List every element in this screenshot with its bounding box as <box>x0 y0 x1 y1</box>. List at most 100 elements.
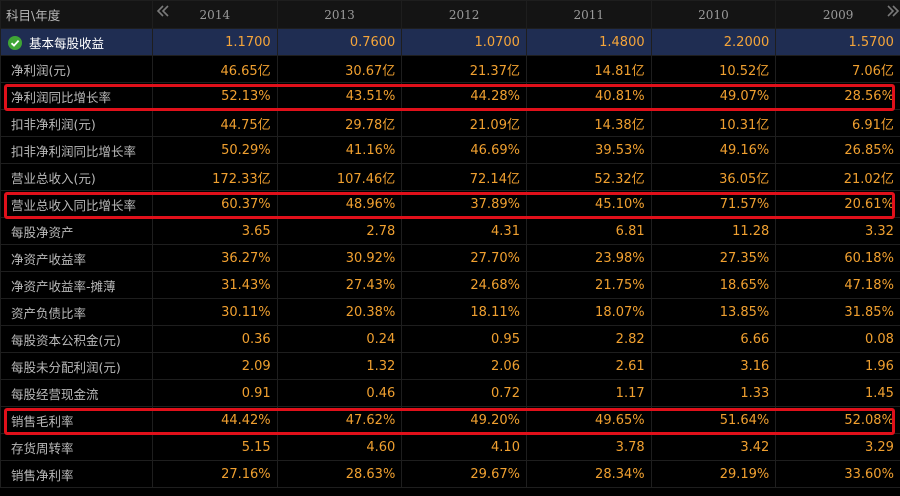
table-row[interactable]: 每股净资产 3.65 2.78 4.31 6.81 11.28 3.32 <box>0 217 900 245</box>
table-row[interactable]: 每股未分配利润(元) 2.09 1.32 2.06 2.61 3.16 1.96 <box>0 352 900 380</box>
cell-value-2014: 31.43% <box>152 271 278 299</box>
row-label[interactable]: 销售毛利率 <box>0 406 153 434</box>
cell-value-2009: 60.18% <box>775 244 900 272</box>
cell-value-2012: 1.0700 <box>401 28 527 56</box>
cell-value-2011: 2.61 <box>525 352 652 380</box>
cell-value-2014: 30.11% <box>152 298 278 326</box>
row-label[interactable]: 每股未分配利润(元) <box>0 352 153 380</box>
cell-value-2010: 13.85% <box>650 298 777 326</box>
cell-value-2014: 5.15 <box>152 433 278 461</box>
row-label[interactable]: 净利润(元) <box>0 55 153 83</box>
cell-value-2010: 1.33 <box>650 379 777 407</box>
row-label[interactable]: 每股经营现金流 <box>0 379 153 407</box>
cell-value-2012: 4.31 <box>401 217 527 245</box>
row-label-text: 扣非净利润同比增长率 <box>11 143 137 159</box>
cell-value-2013: 4.60 <box>276 433 403 461</box>
cell-value-2012: 49.20% <box>401 406 527 434</box>
cell-value-2010: 10.31亿 <box>650 109 777 137</box>
row-label[interactable]: 营业总收入(元) <box>0 163 153 191</box>
row-label[interactable]: 营业总收入同比增长率 <box>0 190 153 218</box>
corner-label: 科目\年度 <box>0 0 153 29</box>
table-row[interactable]: 每股资本公积金(元) 0.36 0.24 0.95 2.82 6.66 0.08 <box>0 325 900 353</box>
cell-value-2013: 30.92% <box>276 244 403 272</box>
row-label[interactable]: 销售净利率 <box>0 460 153 488</box>
year-header-2012[interactable]: 2012 <box>401 0 527 29</box>
cell-value-2011: 6.81 <box>525 217 652 245</box>
row-label-text: 每股未分配利润(元) <box>11 359 121 375</box>
table-row[interactable]: 营业总收入(元) 172.33亿 107.46亿 72.14亿 52.32亿 36.05亿… <box>0 163 900 191</box>
cell-value-2011: 21.75% <box>525 271 652 299</box>
table-row[interactable]: 扣非净利润(元) 44.75亿 29.78亿 21.09亿 14.38亿 10.31亿 6.… <box>0 109 900 137</box>
cell-value-2009: 0.08 <box>775 325 900 353</box>
row-label[interactable]: 每股资本公积金(元) <box>0 325 153 353</box>
row-label[interactable]: 净资产收益率-摊薄 <box>0 271 153 299</box>
cell-value-2012: 29.67% <box>401 460 527 488</box>
row-label-text: 营业总收入同比增长率 <box>11 197 137 213</box>
row-label[interactable]: 基本每股收益 <box>0 28 153 56</box>
table-row[interactable]: 营业总收入同比增长率 60.37% 48.96% 37.89% 45.10% 71.57%… <box>0 190 900 218</box>
cell-value-2009: 7.06亿 <box>775 55 900 83</box>
row-label-text: 营业总收入(元) <box>11 170 96 186</box>
cell-value-2011: 40.81% <box>525 82 652 110</box>
cell-value-2012: 37.89% <box>401 190 527 218</box>
table-row[interactable]: 销售净利率 27.16% 28.63% 29.67% 28.34% 29.19% 33.60… <box>0 460 900 488</box>
table-row[interactable]: 资产负债比率 30.11% 20.38% 18.11% 18.07% 13.85% 31.8… <box>0 298 900 326</box>
cell-value-2009: 47.18% <box>775 271 900 299</box>
row-label[interactable]: 扣非净利润(元) <box>0 109 153 137</box>
row-label-text: 净资产收益率 <box>11 251 87 267</box>
row-label-text: 扣非净利润(元) <box>11 116 96 132</box>
cell-value-2013: 20.38% <box>276 298 403 326</box>
cell-value-2010: 36.05亿 <box>650 163 777 191</box>
row-label-text: 每股净资产 <box>11 224 74 240</box>
year-header-2014[interactable]: 2014 <box>152 0 278 29</box>
cell-value-2011: 23.98% <box>525 244 652 272</box>
row-label[interactable]: 每股净资产 <box>0 217 153 245</box>
table-row[interactable]: 扣非净利润同比增长率 50.29% 41.16% 46.69% 39.53% 49.16%… <box>0 136 900 164</box>
cell-value-2009: 28.56% <box>775 82 900 110</box>
table-row[interactable]: 净资产收益率 36.27% 30.92% 27.70% 23.98% 27.35% 60.1… <box>0 244 900 272</box>
year-header-2009[interactable]: 2009 <box>775 0 900 29</box>
cell-value-2009: 3.32 <box>775 217 900 245</box>
cell-value-2014: 1.1700 <box>152 28 278 56</box>
cell-value-2013: 107.46亿 <box>276 163 403 191</box>
cell-value-2010: 18.65% <box>650 271 777 299</box>
cell-value-2013: 43.51% <box>276 82 403 110</box>
table-row[interactable]: 净利润同比增长率 52.13% 43.51% 44.28% 40.81% 49.07% 28… <box>0 82 900 110</box>
cell-value-2011: 14.81亿 <box>525 55 652 83</box>
row-label[interactable]: 净利润同比增长率 <box>0 82 153 110</box>
row-label-text: 资产负债比率 <box>11 305 87 321</box>
row-label-text: 每股经营现金流 <box>11 386 99 402</box>
cell-value-2011: 1.4800 <box>525 28 652 56</box>
table-row[interactable]: 净资产收益率-摊薄 31.43% 27.43% 24.68% 21.75% 18.65% 4… <box>0 271 900 299</box>
cell-value-2011: 1.17 <box>525 379 652 407</box>
row-label[interactable]: 扣非净利润同比增长率 <box>0 136 153 164</box>
chevron-double-right-icon[interactable] <box>886 3 900 22</box>
row-label[interactable]: 净资产收益率 <box>0 244 153 272</box>
cell-value-2014: 2.09 <box>152 352 278 380</box>
table-row[interactable]: 存货周转率 5.15 4.60 4.10 3.78 3.42 3.29 <box>0 433 900 461</box>
row-label[interactable]: 存货周转率 <box>0 433 153 461</box>
year-header-2013[interactable]: 2013 <box>276 0 403 29</box>
cell-value-2012: 46.69% <box>401 136 527 164</box>
cell-value-2013: 0.7600 <box>276 28 403 56</box>
cell-value-2014: 0.36 <box>152 325 278 353</box>
table-row[interactable]: 每股经营现金流 0.91 0.46 0.72 1.17 1.33 1.45 <box>0 379 900 407</box>
check-circle-icon <box>8 35 22 50</box>
year-header-2011[interactable]: 2011 <box>525 0 652 29</box>
cell-value-2013: 28.63% <box>276 460 403 488</box>
row-label[interactable]: 资产负债比率 <box>0 298 153 326</box>
cell-value-2013: 47.62% <box>276 406 403 434</box>
cell-value-2012: 24.68% <box>401 271 527 299</box>
table-row[interactable]: 销售毛利率 44.42% 47.62% 49.20% 49.65% 51.64% 52.08… <box>0 406 900 434</box>
cell-value-2009: 1.96 <box>775 352 900 380</box>
table-row[interactable]: 净利润(元) 46.65亿 30.67亿 21.37亿 14.81亿 10.52亿 7.06… <box>0 55 900 83</box>
table-row[interactable]: 基本每股收益 1.1700 0.7600 1.0700 1.4800 2.2000 1.57… <box>0 28 900 56</box>
chevron-double-left-icon[interactable] <box>156 3 170 22</box>
year-header-2010[interactable]: 2010 <box>650 0 777 29</box>
cell-value-2012: 21.09亿 <box>401 109 527 137</box>
cell-value-2014: 44.42% <box>152 406 278 434</box>
cell-value-2014: 52.13% <box>152 82 278 110</box>
cell-value-2009: 3.29 <box>775 433 900 461</box>
cell-value-2012: 18.11% <box>401 298 527 326</box>
